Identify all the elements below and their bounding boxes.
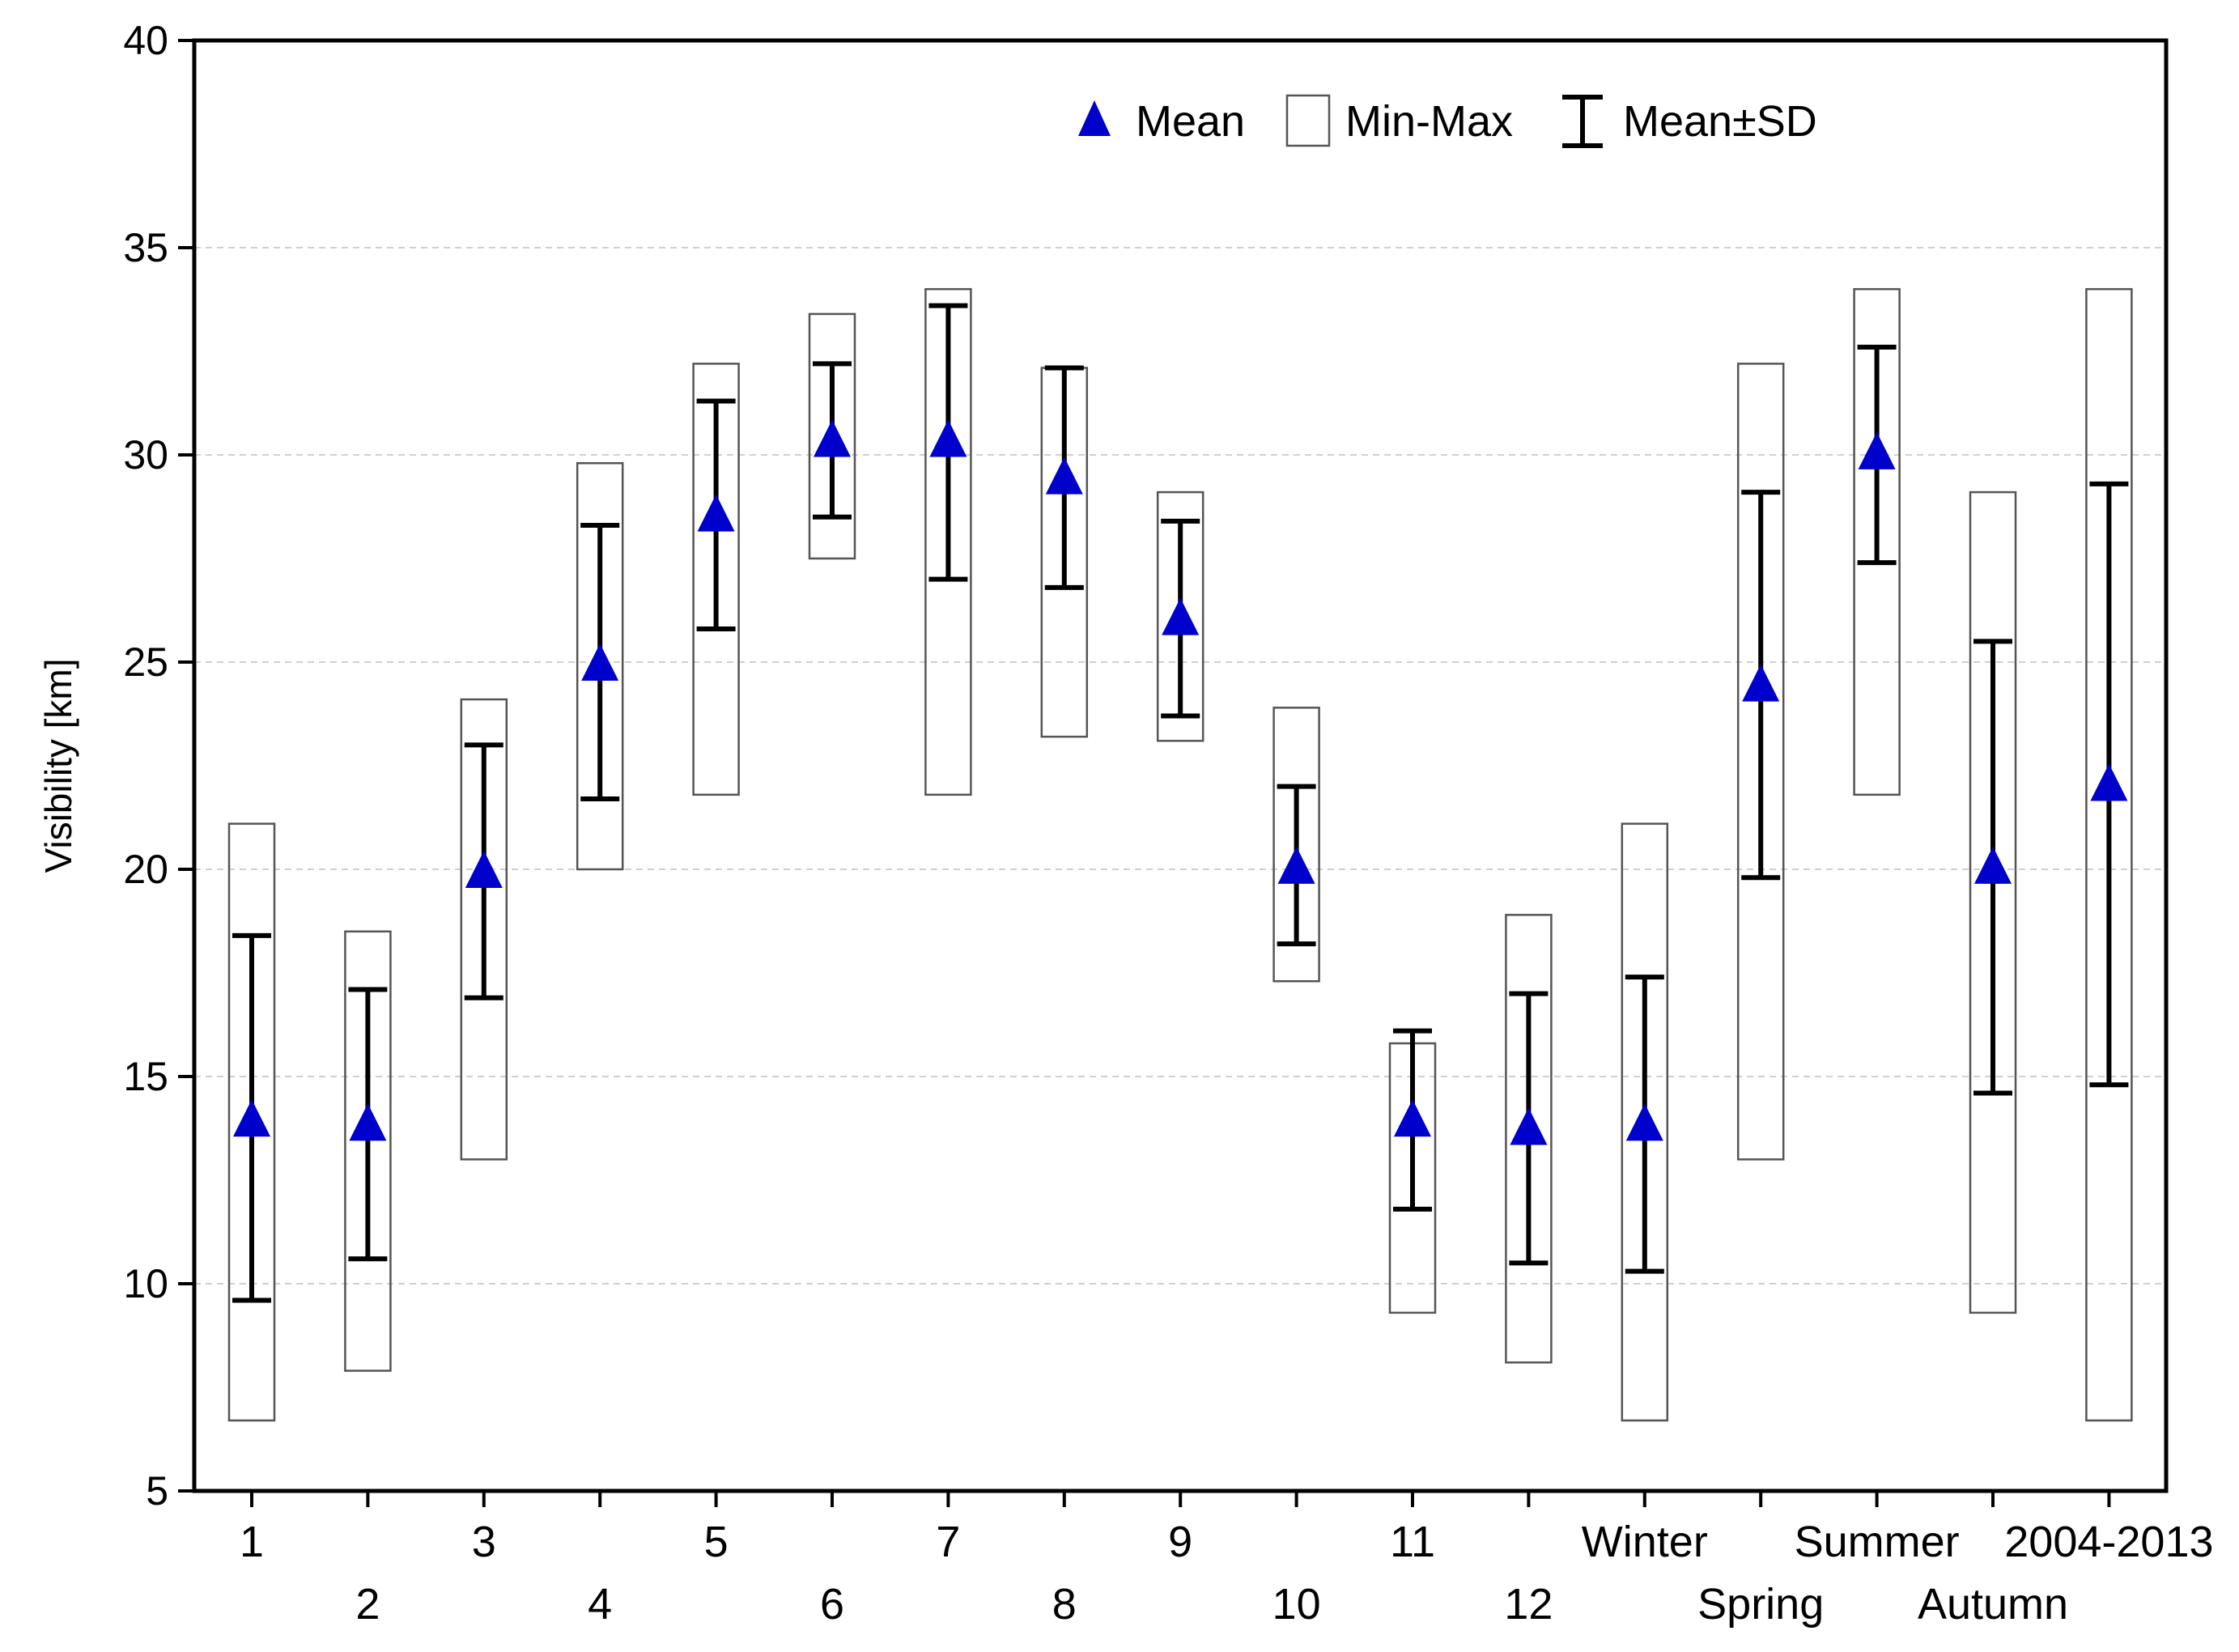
legend: Mean Min-Max Mean±SD xyxy=(1078,94,1817,148)
min-max-box-summer xyxy=(1853,287,1901,796)
mean-marker-11 xyxy=(1394,1099,1431,1137)
min-max-box-4 xyxy=(576,461,624,871)
mean-marker-12 xyxy=(1510,1107,1548,1145)
x-tick-label-10: 10 xyxy=(1272,1580,1321,1629)
min-max-box-autumn xyxy=(1969,491,2017,1314)
y-axis-ticks: 5 10 15 20 25 30 35 40 xyxy=(123,18,194,1514)
gridlines xyxy=(194,247,2166,1285)
x-tick-label-5: 5 xyxy=(704,1518,729,1566)
mean-marker-8 xyxy=(1045,457,1083,495)
y-tick-label-30: 30 xyxy=(123,432,168,478)
x-tick-label-2: 2 xyxy=(355,1580,380,1629)
mean-marker-2 xyxy=(349,1103,387,1141)
min-max-box-3 xyxy=(460,698,508,1161)
mean-marker-7 xyxy=(929,419,967,457)
x-tick-label-1: 1 xyxy=(240,1518,264,1566)
min-max-box-10 xyxy=(1272,707,1320,983)
min-max-box-5 xyxy=(692,363,740,796)
mean-marker-spring xyxy=(1742,664,1780,702)
mean-marker-10 xyxy=(1277,846,1315,884)
x-tick-label-6: 6 xyxy=(820,1580,844,1629)
x-tick-label-winter: Winter xyxy=(1582,1518,1708,1566)
mean-marker-1 xyxy=(233,1099,270,1137)
legend-sd-icon xyxy=(1562,95,1603,148)
min-max-boxes xyxy=(227,287,2133,1422)
mean-marker-autumn xyxy=(1974,846,2012,884)
y-tick-label-20: 20 xyxy=(123,847,168,892)
min-max-box-12 xyxy=(1505,914,1553,1364)
y-tick-label-35: 35 xyxy=(123,225,168,270)
min-max-box-7 xyxy=(924,287,972,796)
min-max-box-1 xyxy=(227,822,276,1422)
x-tick-label-11: 11 xyxy=(1390,1518,1435,1566)
mean-marker-summer xyxy=(1858,431,1896,469)
x-tick-label-spring: Spring xyxy=(1697,1580,1824,1629)
x-tick-label-12: 12 xyxy=(1504,1580,1553,1629)
x-axis-ticks: 123456789101112WinterSpringSummerAutumn2… xyxy=(240,1491,2214,1629)
mean-markers xyxy=(233,419,2128,1145)
mean-marker-3 xyxy=(465,851,503,888)
mean-marker-winter xyxy=(1625,1103,1663,1141)
mean-marker-4 xyxy=(581,643,619,681)
min-max-box-winter xyxy=(1621,822,1669,1422)
x-tick-label-4: 4 xyxy=(588,1580,612,1629)
mean-marker-5 xyxy=(697,494,735,532)
y-tick-label-25: 25 xyxy=(123,639,168,685)
legend-mean-label: Mean xyxy=(1136,97,1245,146)
min-max-box-2 xyxy=(344,930,392,1372)
x-tick-label-summer: Summer xyxy=(1795,1518,1960,1566)
min-max-box-9 xyxy=(1156,491,1204,742)
plot-frame xyxy=(192,38,2169,1493)
min-max-box-2004-2013 xyxy=(2085,287,2133,1422)
min-max-box-spring xyxy=(1736,363,1785,1161)
x-tick-label-autumn: Autumn xyxy=(1918,1580,2068,1629)
legend-min-max-label: Min-Max xyxy=(1345,97,1513,146)
y-axis-title: Visibility [km] xyxy=(37,659,79,873)
mean-marker-2004-2013 xyxy=(2090,763,2128,801)
min-max-box-6 xyxy=(808,312,856,560)
mean-marker-9 xyxy=(1162,597,1200,635)
mean-marker-6 xyxy=(814,419,851,457)
legend-min-max-icon xyxy=(1285,94,1331,147)
y-tick-label-15: 15 xyxy=(123,1054,168,1099)
x-tick-label-9: 9 xyxy=(1168,1518,1192,1566)
y-tick-label-10: 10 xyxy=(123,1261,168,1306)
legend-mean-icon xyxy=(1078,100,1111,136)
y-tick-label-5: 5 xyxy=(146,1468,168,1514)
x-tick-label-3: 3 xyxy=(472,1518,496,1566)
x-tick-label-2004-2013: 2004-2013 xyxy=(2004,1518,2213,1566)
legend-sd-label: Mean±SD xyxy=(1623,97,1817,146)
x-tick-label-7: 7 xyxy=(936,1518,960,1566)
y-tick-label-40: 40 xyxy=(123,18,168,63)
x-tick-label-8: 8 xyxy=(1052,1580,1077,1629)
